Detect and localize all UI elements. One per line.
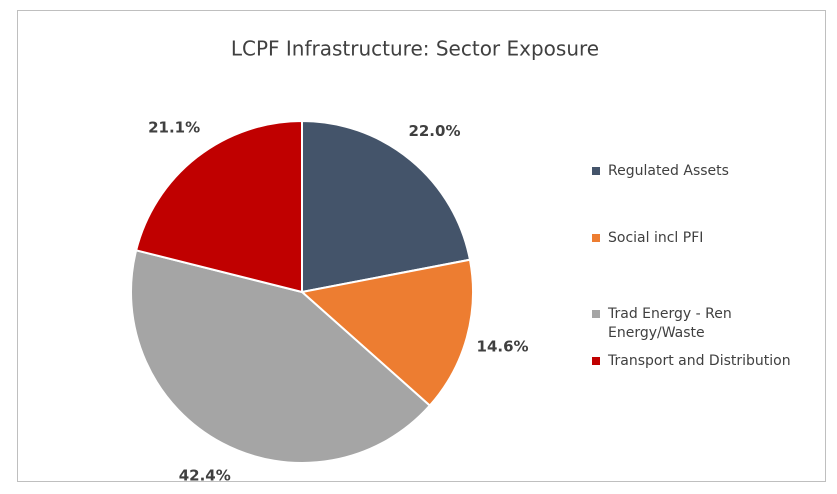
data-label: 22.0% [408, 122, 460, 140]
pie-slice [299, 258, 474, 408]
legend-item: Regulated Assets [592, 162, 837, 181]
legend-swatch [592, 234, 600, 242]
data-label: 14.6% [477, 338, 529, 356]
legend-swatch [592, 310, 600, 318]
legend-swatch [592, 167, 600, 175]
legend-item: Trad Energy - Ren Energy/Waste [592, 305, 758, 343]
legend-item: Social incl PFI [592, 229, 837, 248]
pie-slice [301, 119, 472, 294]
legend-label: Social incl PFI [608, 230, 704, 246]
chart-title: LCPF Infrastructure: Sector Exposure [231, 37, 599, 61]
pie-slice [134, 119, 303, 294]
chart-frame [17, 10, 826, 482]
data-label: 21.1% [148, 118, 200, 136]
legend-swatch [592, 357, 600, 365]
pie-slice [130, 249, 432, 464]
legend-label: Transport and Distribution [608, 353, 791, 369]
data-label: 42.4% [179, 466, 231, 484]
legend-label: Regulated Assets [608, 163, 729, 179]
legend-label: Trad Energy - Ren Energy/Waste [608, 306, 732, 341]
legend-item: Transport and Distribution [592, 352, 837, 371]
